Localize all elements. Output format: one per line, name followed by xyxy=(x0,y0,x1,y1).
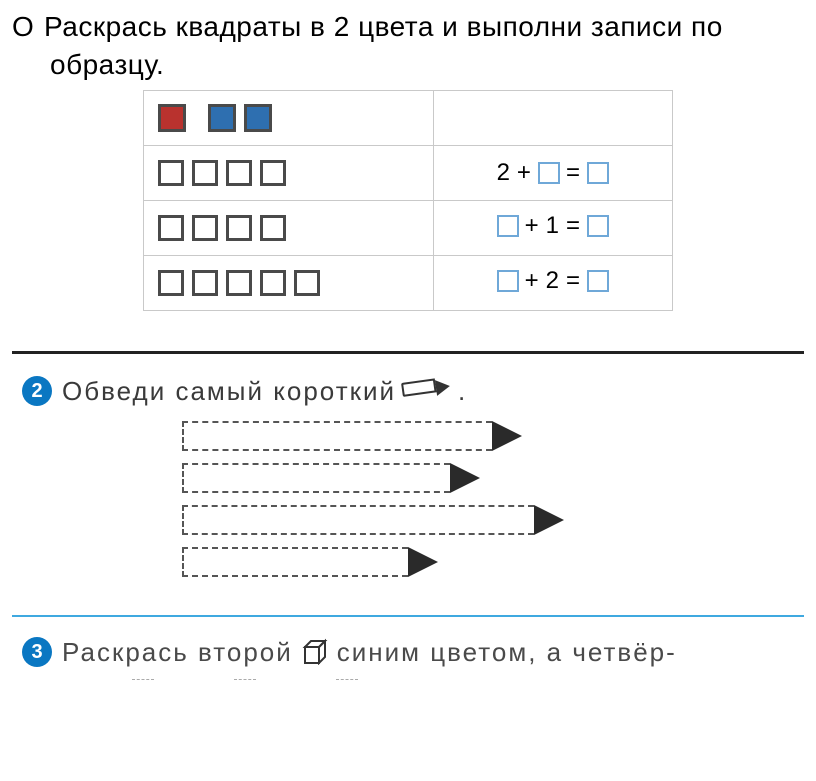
dashed-pencil xyxy=(182,463,484,493)
task1-heading: ОРаскрась квадраты в 2 цвета и выполни з… xyxy=(12,8,804,84)
divider-thick xyxy=(12,351,804,354)
square xyxy=(226,215,252,241)
table-row: + 2 = xyxy=(144,255,673,310)
table-row: + 1 = xyxy=(144,200,673,255)
square xyxy=(226,270,252,296)
square xyxy=(158,104,186,132)
square xyxy=(260,215,286,241)
equation-cell: 2 + = xyxy=(433,145,672,200)
square xyxy=(158,270,184,296)
task1-bullet: О xyxy=(12,8,44,46)
square xyxy=(192,215,218,241)
dashed-pencil xyxy=(182,505,568,535)
dashed-pencil xyxy=(182,421,526,451)
task2-text: Обведи самый короткий . xyxy=(62,376,467,407)
equation-cell xyxy=(433,90,672,145)
task3-text-p1: Раскрась второй xyxy=(62,637,293,668)
task2-text-before: Обведи самый короткий xyxy=(62,376,396,407)
square xyxy=(192,270,218,296)
square xyxy=(294,270,320,296)
answer-box xyxy=(587,215,609,237)
equation-cell: + 1 = xyxy=(433,200,672,255)
square xyxy=(226,160,252,186)
bottom-dashes xyxy=(12,672,804,682)
answer-box xyxy=(497,270,519,292)
pencils-area xyxy=(12,411,804,601)
answer-box xyxy=(587,270,609,292)
task3-text: Раскрась второй синим цветом, а четвёр- xyxy=(62,637,677,668)
answer-box xyxy=(587,162,609,184)
pencil-body xyxy=(182,463,450,493)
task2-row: 2 Обведи самый короткий . xyxy=(12,372,804,411)
divider-blue xyxy=(12,615,804,617)
pencil-tip xyxy=(450,463,480,493)
pencil-tip xyxy=(492,421,522,451)
pencil-tip xyxy=(408,547,438,577)
pencil-body xyxy=(182,547,408,577)
table-row: 2 + = xyxy=(144,145,673,200)
square xyxy=(244,104,272,132)
squares-cell xyxy=(144,90,434,145)
dashed-pencil xyxy=(182,547,442,577)
square xyxy=(208,104,236,132)
pencil-body xyxy=(182,421,492,451)
equation: + 2 = xyxy=(497,267,609,295)
task3-badge: 3 xyxy=(22,637,52,667)
equation: 2 + = xyxy=(497,159,609,187)
pencil-icon xyxy=(402,380,452,402)
square xyxy=(260,270,286,296)
cube-icon xyxy=(301,639,329,665)
square xyxy=(158,215,184,241)
answer-box xyxy=(497,215,519,237)
table-row xyxy=(144,90,673,145)
task3-row: 3 Раскрась второй синим цветом, а четвёр… xyxy=(12,633,804,672)
squares-cell xyxy=(144,145,434,200)
equation-cell: + 2 = xyxy=(433,255,672,310)
task2-text-after: . xyxy=(458,376,467,407)
squares-cell xyxy=(144,200,434,255)
task3-text-p2: синим цветом, а четвёр- xyxy=(337,637,677,668)
square xyxy=(192,160,218,186)
square xyxy=(260,160,286,186)
equation: + 1 = xyxy=(497,212,609,240)
task2-badge: 2 xyxy=(22,376,52,406)
task1-line2: образцу. xyxy=(12,46,804,84)
answer-box xyxy=(538,162,560,184)
square xyxy=(158,160,184,186)
squares-cell xyxy=(144,255,434,310)
pencil-body xyxy=(182,505,534,535)
task1-line1: Раскрась квадраты в 2 цвета и выполни за… xyxy=(44,11,723,42)
squares-table: 2 + = + 1 = + 2 = xyxy=(143,90,673,311)
pencil-tip xyxy=(534,505,564,535)
